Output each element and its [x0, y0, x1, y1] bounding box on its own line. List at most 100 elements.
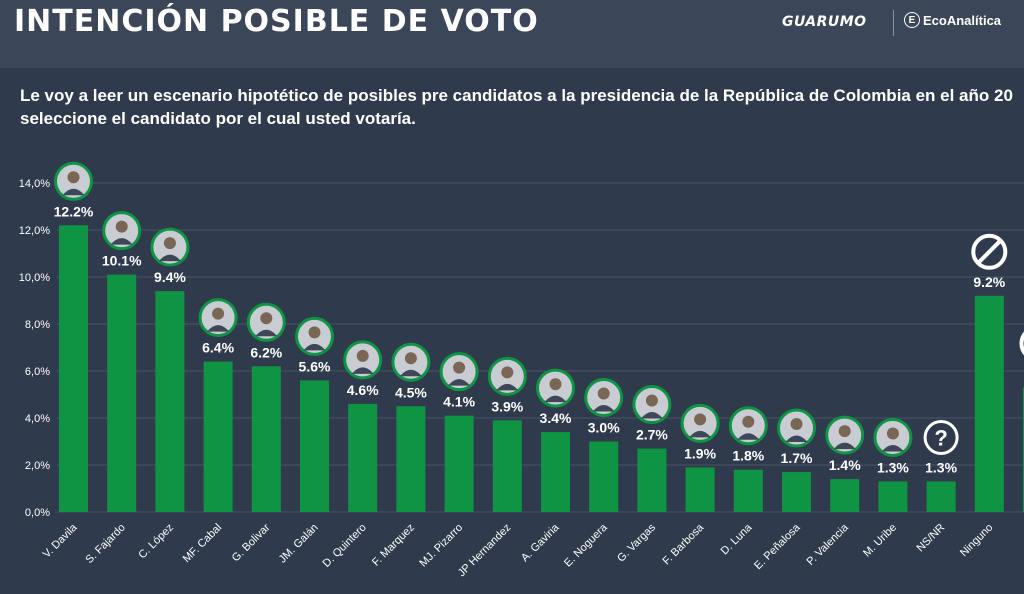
bar	[541, 432, 570, 512]
x-tick-label: D. Luna	[719, 521, 755, 557]
bar	[926, 481, 956, 512]
bar	[444, 415, 474, 512]
data-label: 4.5%	[395, 384, 427, 400]
y-tick-label: 8,0%	[25, 319, 50, 331]
data-label: 5.6%	[299, 358, 331, 374]
y-tick-label: 12,0%	[19, 225, 50, 237]
x-tick-label: F. Barbosa	[661, 521, 707, 567]
x-tick-label: NS/NR	[915, 522, 948, 555]
blank-vote-icon	[1019, 331, 1024, 356]
data-label: 1.4%	[829, 457, 861, 473]
bar	[396, 406, 426, 512]
bar	[251, 366, 281, 512]
bar	[589, 441, 619, 512]
photo-body-icon	[833, 442, 856, 450]
data-label: 1.3%	[925, 459, 957, 475]
photo-head-icon	[501, 366, 514, 379]
question-icon	[923, 419, 959, 455]
photo-head-icon	[67, 171, 80, 184]
x-tick-label: E. Peñalosa	[752, 521, 803, 572]
photo-body-icon	[351, 367, 374, 374]
data-label: 2.7%	[636, 427, 668, 443]
no-entry-icon	[971, 233, 1008, 270]
photo-body-icon	[689, 430, 712, 438]
y-tick-label: 14,0%	[19, 178, 50, 190]
data-label: 1.3%	[877, 459, 909, 475]
data-label: 6.2%	[250, 344, 282, 360]
x-tick-label: F. Marquez	[370, 522, 417, 569]
data-label: 9.2%	[973, 274, 1005, 290]
x-tick-label: G. Vargas	[615, 521, 658, 564]
data-label: 9.4%	[154, 269, 186, 285]
photo-head-icon	[645, 394, 658, 407]
photo-body-icon	[640, 412, 663, 419]
bar	[300, 380, 329, 512]
photo-body-icon	[62, 188, 85, 196]
photo-body-icon	[496, 383, 519, 391]
photo-head-icon	[694, 413, 707, 426]
x-tick-label: S. Fajardo	[83, 522, 127, 566]
data-label: 3.9%	[491, 398, 523, 414]
photo-head-icon	[260, 312, 273, 325]
question-glyph: ?	[934, 425, 947, 450]
y-tick-label: 10,0%	[19, 272, 50, 284]
photo-head-icon	[790, 418, 803, 431]
bar	[348, 403, 378, 512]
bar	[974, 295, 1004, 512]
photo-head-icon	[163, 237, 176, 250]
photo-body-icon	[110, 238, 133, 245]
photo-head-icon	[115, 220, 128, 233]
x-tick-label: D. Quintero	[321, 522, 369, 570]
bar	[637, 448, 667, 512]
logo-divider	[893, 10, 894, 36]
data-label: 4.1%	[443, 394, 475, 410]
ecoanalitica-label: EcoAnalítica	[923, 12, 1002, 28]
bar	[782, 472, 811, 512]
bar	[203, 361, 233, 512]
bar	[107, 274, 137, 512]
y-tick-label: 2,0%	[25, 460, 50, 472]
photo-body-icon	[881, 444, 904, 452]
data-label: 4.6%	[347, 382, 379, 398]
ecoanalitica-icon: E	[904, 12, 920, 28]
photo-head-icon	[308, 326, 321, 339]
photo-body-icon	[592, 405, 615, 412]
data-label: 6.4%	[202, 340, 234, 356]
y-tick-label: 4,0%	[25, 413, 50, 425]
data-label: 12.2%	[54, 203, 94, 219]
photo-body-icon	[737, 433, 760, 440]
photo-head-icon	[404, 352, 417, 365]
photo-head-icon	[886, 427, 899, 440]
data-label: 1.8%	[732, 448, 764, 464]
guarumo-logo: GUARUMO	[782, 14, 867, 30]
bar	[59, 225, 88, 513]
question-line-2: seleccione el candidato por el cual uste…	[20, 109, 416, 128]
no-entry-slash	[976, 239, 1002, 265]
ecoanalitica-logo: E EcoAnalítica	[904, 12, 1001, 28]
photo-body-icon	[255, 329, 278, 337]
photo-head-icon	[597, 387, 610, 400]
data-label: 1.7%	[781, 450, 813, 466]
photo-body-icon	[785, 435, 808, 443]
bar	[733, 469, 763, 512]
photo-head-icon	[838, 425, 851, 438]
question-line-1: Le voy a leer un escenario hipotético de…	[20, 86, 1013, 105]
photo-head-icon	[212, 307, 225, 320]
y-tick-label: 0,0%	[25, 507, 50, 519]
x-tick-label: MJ. Pizarro	[417, 522, 465, 570]
photo-body-icon	[399, 369, 422, 377]
bar	[830, 479, 860, 512]
photo-head-icon	[549, 378, 562, 391]
photo-head-icon	[453, 361, 466, 374]
photo-head-icon	[356, 349, 369, 362]
data-label: 3.0%	[588, 420, 620, 436]
y-tick-label: 6,0%	[25, 366, 50, 378]
x-tick-label: Ninguno	[958, 522, 995, 559]
data-label: 1.9%	[684, 445, 716, 461]
x-tick-label: MF. Cabal	[181, 522, 225, 566]
x-tick-label: G. Bolivar	[230, 521, 273, 564]
bar	[878, 481, 908, 512]
data-label: 3.4%	[540, 410, 572, 426]
page-title: INTENCIÓN POSIBLE DE VOTO	[14, 4, 539, 39]
